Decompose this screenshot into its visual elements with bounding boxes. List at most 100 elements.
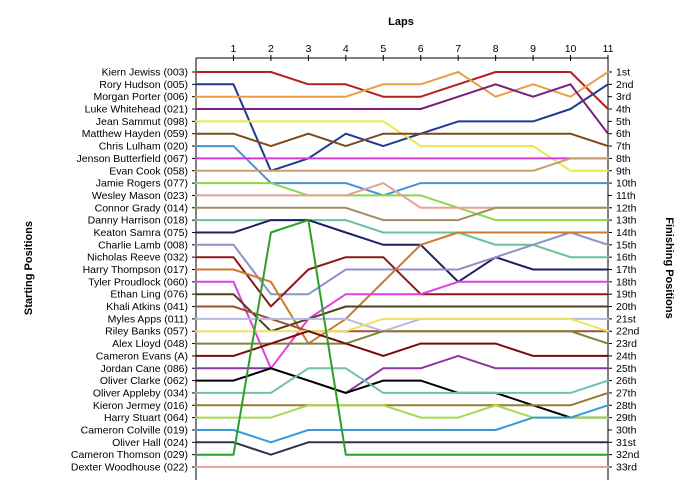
series-lines: [195, 71, 609, 468]
lap-ticks: 1 2 3 4 5 6 7 8 9 10 11: [231, 43, 614, 61]
series-line: [195, 404, 609, 419]
start-label: Ethan Ling (076): [110, 289, 188, 301]
start-label: Alex Lloyd (048): [112, 338, 188, 350]
start-label: Cameron Evans (A): [96, 350, 188, 362]
series-line: [195, 157, 609, 172]
series-line: [195, 293, 609, 333]
start-label: Jordan Cane (086): [100, 363, 188, 375]
finish-label: 2nd: [616, 79, 634, 91]
finish-label: 26th: [616, 375, 637, 387]
start-label: Harry Stuart (064): [104, 412, 188, 424]
start-label: Harry Thompson (017): [83, 264, 188, 276]
finish-label: 1st: [616, 67, 630, 79]
lap-tick-label: 4: [343, 43, 349, 55]
finish-label: 8th: [616, 153, 631, 165]
lap-tick-label: 2: [268, 43, 274, 55]
finish-label: 23rd: [616, 338, 637, 350]
series-line: [195, 317, 609, 333]
finish-label: 17th: [616, 264, 637, 276]
right-axis-title: Finishing Positions: [663, 217, 675, 318]
finish-label: 11th: [616, 190, 636, 202]
start-label: Riley Banks (057): [105, 326, 188, 338]
finish-label: 27th: [616, 387, 637, 399]
x-axis-title: Laps: [388, 16, 414, 28]
finish-label: 18th: [616, 276, 637, 288]
start-label: Jean Sammut (098): [96, 116, 188, 128]
start-label: Danny Harrison (018): [88, 215, 188, 227]
finish-label: 5th: [616, 116, 631, 128]
lap-tick-label: 11: [603, 43, 614, 55]
start-label: Luke Whitehead (021): [85, 104, 188, 116]
start-label: Rory Hudson (005): [99, 79, 188, 91]
start-label: Oliver Hall (024): [112, 437, 188, 449]
finish-label: 31st: [616, 437, 636, 449]
finish-label: 24th: [616, 350, 637, 362]
starting-position-labels: Kiern Jewiss (003)Rory Hudson (005)Morga…: [71, 67, 196, 474]
lap-tick-label: 7: [455, 43, 461, 55]
series-line: [195, 367, 609, 394]
finish-label: 12th: [616, 202, 637, 214]
series-line: [195, 330, 609, 357]
lap-tick-label: 9: [530, 43, 536, 55]
start-label: Evan Cook (058): [109, 165, 188, 177]
finish-label: 10th: [616, 178, 637, 190]
lap-tick-label: 10: [565, 43, 577, 55]
finish-label: 9th: [616, 165, 631, 177]
finish-label: 25th: [616, 363, 637, 375]
start-label: Kiern Jewiss (003): [102, 67, 188, 79]
lap-tick-label: 1: [231, 43, 237, 55]
finish-label: 4th: [616, 104, 631, 116]
series-line: [195, 231, 609, 296]
finish-label: 22nd: [616, 326, 640, 338]
series-line: [195, 120, 609, 172]
series-line: [195, 391, 609, 407]
series-line: [195, 145, 609, 197]
start-label: Chris Lulham (020): [99, 141, 188, 153]
series-line: [195, 256, 609, 308]
series-line: [195, 367, 609, 419]
finish-label: 20th: [616, 301, 637, 313]
finish-label: 14th: [616, 227, 637, 239]
finish-label: 29th: [616, 412, 637, 424]
finishing-position-labels: 1st2nd3rd4th5th6th7th8th9th10th11th12th1…: [608, 67, 640, 474]
finish-label: 33rd: [616, 462, 637, 474]
finish-label: 7th: [616, 141, 631, 153]
finish-label: 32nd: [616, 449, 640, 461]
finish-label: 3rd: [616, 91, 631, 103]
series-line: [195, 71, 609, 110]
lap-tick-label: 8: [493, 43, 499, 55]
series-line: [195, 219, 609, 456]
series-line: [195, 71, 609, 98]
start-label: Myles Apps (011): [108, 313, 188, 325]
start-label: Morgan Porter (006): [93, 91, 188, 103]
start-label: Cameron Thomson (029): [71, 449, 188, 461]
finish-label: 19th: [616, 289, 637, 301]
finish-label: 21st: [616, 313, 636, 325]
start-label: Keaton Samra (075): [93, 227, 188, 239]
finish-label: 30th: [616, 424, 637, 436]
start-label: Matthew Hayden (059): [82, 128, 188, 140]
series-line: [195, 132, 609, 148]
series-line: [195, 404, 609, 444]
start-label: Oliver Appleby (034): [93, 387, 188, 399]
finish-label: 13th: [616, 215, 637, 227]
start-label: Wesley Mason (023): [92, 190, 188, 202]
series-line: [195, 317, 609, 333]
lap-tick-label: 6: [418, 43, 424, 55]
start-label: Tyler Proudlock (060): [88, 276, 188, 288]
series-line: [195, 354, 609, 394]
start-label: Connor Grady (014): [95, 202, 188, 214]
start-label: Nicholas Reeve (032): [87, 252, 188, 264]
finish-label: 16th: [616, 252, 637, 264]
start-label: Jenson Butterfield (067): [77, 153, 188, 165]
finish-label: 6th: [616, 128, 631, 140]
finish-label: 15th: [616, 239, 637, 251]
series-line: [195, 206, 609, 222]
series-line: [195, 219, 609, 283]
finish-label: 28th: [616, 400, 637, 412]
series-line: [195, 330, 609, 345]
series-line: [195, 219, 609, 259]
start-label: Kieron Jermey (016): [93, 400, 188, 412]
start-label: Khali Atkins (041): [106, 301, 188, 313]
